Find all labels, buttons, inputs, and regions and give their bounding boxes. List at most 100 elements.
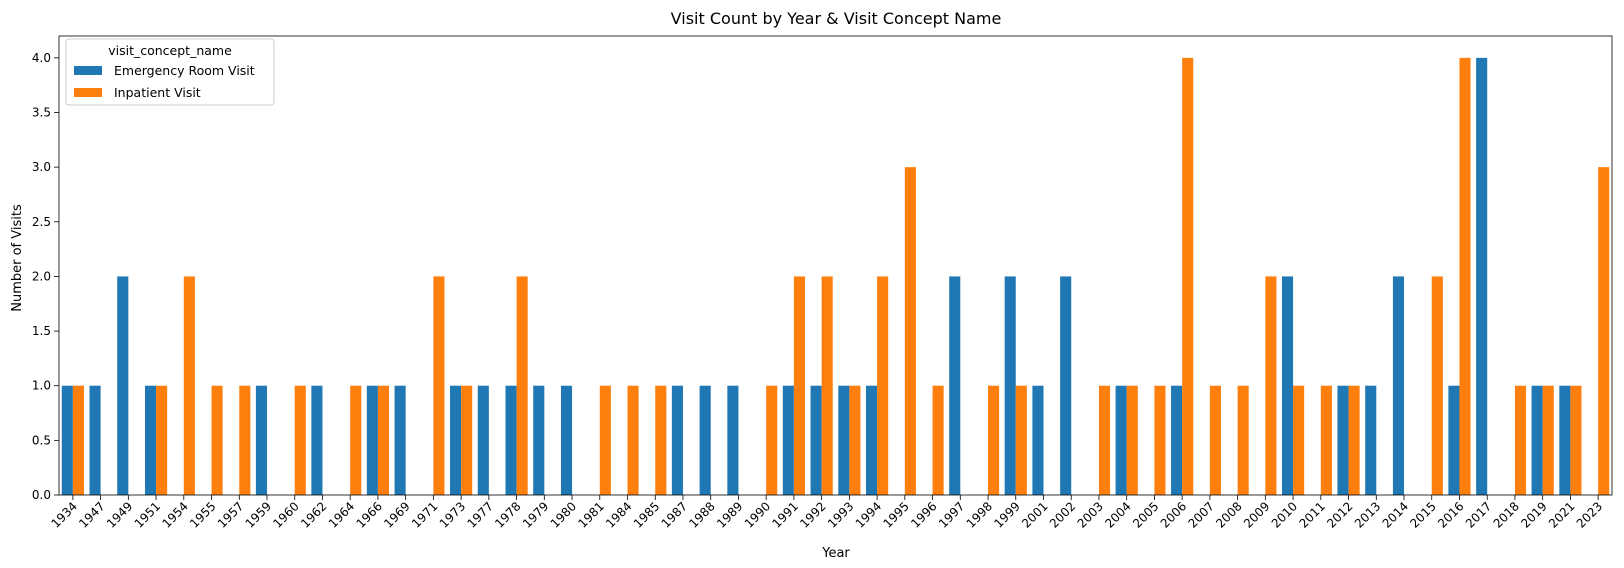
legend-swatch-emergency-room-visit <box>74 66 102 75</box>
x-tick-label: 2013 <box>1352 499 1383 530</box>
bar-emergency-room-visit-2006 <box>1171 385 1183 495</box>
x-tick-label: 2009 <box>1241 499 1272 530</box>
legend: visit_concept_name Emergency Room Visit … <box>65 38 275 106</box>
bar-inpatient-visit-2006 <box>1182 57 1194 495</box>
bar-inpatient-visit-2008 <box>1237 385 1249 495</box>
x-tick-label: 1977 <box>464 499 495 530</box>
x-tick-label: 1979 <box>520 499 551 530</box>
x-tick-label: 1985 <box>631 499 662 530</box>
bar-inpatient-visit-2004 <box>1126 385 1138 495</box>
bar-inpatient-visit-1971 <box>433 276 445 495</box>
x-tick-label: 2003 <box>1075 499 1106 530</box>
x-tick-label: 1960 <box>270 499 301 530</box>
y-axis: 0.0 0.5 1.0 1.5 2.0 2.5 3.0 3.5 4.0 <box>32 51 59 502</box>
x-axis-title: Year <box>821 546 850 561</box>
y-tick-label: 1.0 <box>32 379 51 393</box>
bar-inpatient-visit-1990 <box>766 385 778 495</box>
bar-emergency-room-visit-1991 <box>782 385 794 495</box>
bar-emergency-room-visit-2012 <box>1337 385 1349 495</box>
bar-inpatient-visit-1993 <box>849 385 861 495</box>
y-tick-label: 2.0 <box>32 269 51 283</box>
x-tick-label: 2001 <box>1019 499 1050 530</box>
bar-emergency-room-visit-1997 <box>949 276 961 495</box>
x-tick-label: 1993 <box>825 499 856 530</box>
x-tick-label: 1947 <box>76 499 107 530</box>
x-axis: 1934194719491951195419551957195919601962… <box>48 495 1605 531</box>
bar-emergency-room-visit-1999 <box>1004 276 1016 495</box>
bar-emergency-room-visit-1951 <box>144 385 157 495</box>
bar-emergency-room-visit-2014 <box>1392 276 1405 495</box>
x-tick-label: 1951 <box>132 499 163 530</box>
x-tick-label: 1955 <box>187 499 218 530</box>
bar-inpatient-visit-2018 <box>1514 385 1527 495</box>
legend-label-inpatient-visit: Inpatient Visit <box>114 85 201 100</box>
x-tick-label: 1959 <box>243 499 274 530</box>
bar-emergency-room-visit-1973 <box>450 385 462 495</box>
bar-emergency-room-visit-1988 <box>699 385 711 495</box>
legend-label-emergency-room-visit: Emergency Room Visit <box>114 63 255 78</box>
x-tick-label: 2017 <box>1463 499 1494 530</box>
bar-emergency-room-visit-1987 <box>671 385 683 495</box>
bar-inpatient-visit-1955 <box>211 385 223 495</box>
x-tick-label: 2007 <box>1186 499 1217 530</box>
bar-inpatient-visit-1994 <box>877 276 889 495</box>
x-tick-label: 1994 <box>853 499 884 530</box>
y-tick-label: 3.5 <box>32 106 51 120</box>
x-tick-label: 1954 <box>159 499 190 530</box>
bar-inpatient-visit-2015 <box>1431 276 1443 495</box>
bar-emergency-room-visit-1934 <box>61 385 73 495</box>
bar-inpatient-visit-2007 <box>1209 385 1221 495</box>
y-tick-label: 1.5 <box>32 324 51 338</box>
x-tick-label: 2015 <box>1407 499 1438 530</box>
x-tick-label: 1997 <box>936 499 967 530</box>
bar-emergency-room-visit-1959 <box>255 385 267 495</box>
x-tick-label: 2016 <box>1435 499 1466 530</box>
bar-inpatient-visit-2019 <box>1542 385 1554 495</box>
x-tick-label: 1957 <box>215 499 246 530</box>
bar-emergency-room-visit-1994 <box>866 385 878 495</box>
bar-inpatient-visit-2009 <box>1265 276 1277 495</box>
x-tick-label: 1981 <box>575 499 606 530</box>
bar-emergency-room-visit-1979 <box>533 385 545 495</box>
x-tick-label: 1991 <box>770 499 801 530</box>
x-tick-label: 1962 <box>298 499 329 530</box>
bar-emergency-room-visit-2001 <box>1032 385 1044 495</box>
bar-emergency-room-visit-2019 <box>1531 385 1543 495</box>
bar-inpatient-visit-2016 <box>1459 57 1471 495</box>
x-tick-label: 1992 <box>797 499 828 530</box>
x-tick-label: 2011 <box>1296 499 1327 530</box>
x-tick-label: 1995 <box>880 499 911 530</box>
plot-frame <box>58 35 1613 496</box>
bar-inpatient-visit-1998 <box>988 385 1000 495</box>
x-tick-label: 2019 <box>1518 499 1549 530</box>
x-tick-label: 2006 <box>1158 499 1189 530</box>
x-tick-label: 1964 <box>326 499 357 530</box>
bar-emergency-room-visit-1949 <box>117 276 129 495</box>
bar-emergency-room-visit-1969 <box>394 385 406 495</box>
bar-emergency-room-visit-1947 <box>89 385 101 495</box>
bar-emergency-room-visit-2010 <box>1281 276 1294 495</box>
bar-inpatient-visit-1981 <box>599 385 611 495</box>
bar-inpatient-visit-1964 <box>350 385 362 495</box>
x-tick-label: 1999 <box>991 499 1022 530</box>
x-tick-label: 2005 <box>1130 499 1161 530</box>
x-tick-label: 1971 <box>409 499 440 530</box>
bar-emergency-room-visit-1978 <box>505 385 517 495</box>
bar-inpatient-visit-2023 <box>1598 167 1610 495</box>
bar-inpatient-visit-1991 <box>793 276 805 495</box>
x-tick-label: 1984 <box>603 499 634 530</box>
bar-emergency-room-visit-2021 <box>1559 385 1571 495</box>
y-tick-label: 0.0 <box>32 488 51 502</box>
bar-inpatient-visit-1954 <box>183 276 195 495</box>
bar-inpatient-visit-2003 <box>1098 385 1111 495</box>
bar-inpatient-visit-2021 <box>1570 385 1582 495</box>
bar-emergency-room-visit-2002 <box>1060 276 1072 495</box>
bars-group <box>61 57 1610 495</box>
x-tick-label: 2014 <box>1380 499 1411 530</box>
x-tick-label: 1934 <box>48 499 79 530</box>
x-tick-label: 2023 <box>1574 499 1605 530</box>
bar-emergency-room-visit-2013 <box>1365 385 1377 495</box>
x-tick-label: 2018 <box>1491 499 1522 530</box>
x-tick-label: 2012 <box>1324 499 1355 530</box>
